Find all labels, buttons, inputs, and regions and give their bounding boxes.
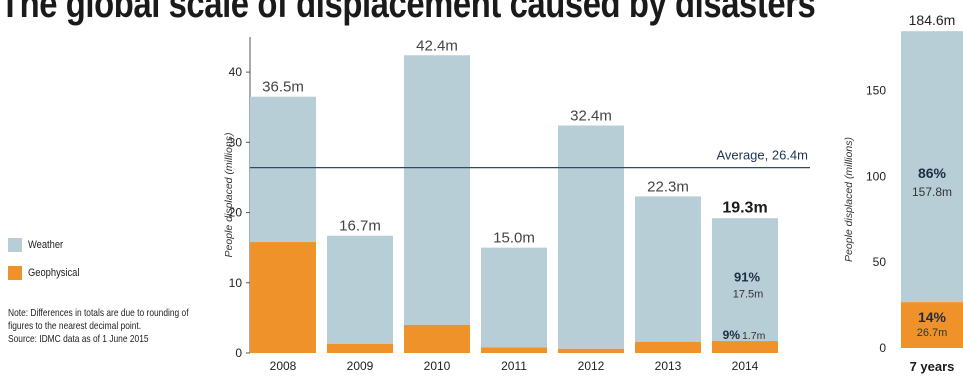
y-tick-label: 100 (866, 169, 886, 183)
page-title: The global scale of displacement caused … (0, 0, 816, 26)
annotation-weather-value: 17.5m (733, 289, 764, 301)
x-tick-label: 2013 (655, 359, 682, 373)
y-axis-title: People displaced (millions) (843, 137, 855, 262)
annotation-weather-percent: 86% (918, 165, 947, 181)
notes: Note: Differences in totals are due to r… (8, 307, 200, 346)
bar-geophysical (481, 347, 547, 353)
bar-total-label: 22.3m (647, 178, 689, 195)
y-tick-label: 0 (235, 346, 242, 360)
bar-weather (901, 31, 963, 303)
annotation-weather-percent: 91% (734, 270, 760, 285)
bar-geophysical (901, 302, 963, 348)
x-tick-label: 2012 (578, 359, 605, 373)
legend-label-weather: Weather (28, 238, 64, 251)
x-tick-label: 2009 (347, 359, 374, 373)
x-tick-label: 2011 (501, 359, 527, 373)
bar-weather (327, 235, 393, 344)
annotation-weather-value: 157.8m (912, 185, 952, 199)
y-axis-title: People displaced (millions) (223, 133, 235, 258)
legend-item-weather: Weather (8, 236, 89, 253)
bar-geophysical (712, 341, 778, 353)
legend-swatch-geophysical (8, 265, 22, 280)
annotation-geophysical-percent: 9% (723, 328, 741, 342)
bar-geophysical (558, 348, 624, 353)
annotation-geophysical-value: 26.7m (917, 327, 948, 339)
source-text: Source: IDMC data as of 1 June 2015 (8, 333, 149, 345)
bar-total-label: 184.6m (909, 12, 956, 28)
bar-geophysical (404, 324, 470, 353)
annotation-geophysical-value: 1.7m (742, 330, 766, 342)
bar-weather (712, 218, 778, 342)
x-tick-label: 2008 (270, 359, 297, 373)
bar-total-label: 32.4m (570, 107, 612, 124)
bar-weather (635, 196, 701, 342)
y-tick-label: 30 (229, 135, 243, 149)
bar-total-label: 19.3m (722, 199, 767, 216)
x-tick-label: 7 years (910, 359, 955, 374)
y-tick-label: 150 (866, 83, 886, 97)
bar-total-label: 42.4m (416, 37, 458, 54)
bar-total-label: 16.7m (339, 218, 381, 235)
bar-total-label: 36.5m (262, 79, 304, 96)
x-tick-label: 2014 (732, 359, 759, 373)
legend-swatch-weather (8, 237, 22, 252)
bar-geophysical (250, 242, 316, 353)
bar-weather (250, 96, 316, 243)
bar-weather (481, 247, 547, 348)
bar-weather (558, 125, 624, 349)
y-tick-label: 0 (879, 341, 886, 355)
bar-geophysical (327, 343, 393, 353)
annotation-geophysical-percent: 14% (918, 309, 947, 325)
y-tick-label: 20 (229, 206, 243, 220)
average-line-label: Average, 26.4m (716, 148, 808, 163)
legend-label-geophysical: Geophysical (28, 266, 80, 279)
legend-item-geophysical: Geophysical (8, 264, 89, 281)
y-tick-label: 50 (873, 255, 887, 269)
y-tick-label: 40 (229, 65, 243, 79)
bar-geophysical (635, 341, 701, 353)
x-tick-label: 2010 (424, 359, 451, 373)
legend: Weather Geophysical (8, 236, 89, 292)
note-text: Note: Differences in totals are due to r… (8, 307, 189, 332)
y-tick-label: 10 (229, 276, 243, 290)
bar-total-label: 15.0m (493, 230, 535, 247)
bar-weather (404, 55, 470, 325)
